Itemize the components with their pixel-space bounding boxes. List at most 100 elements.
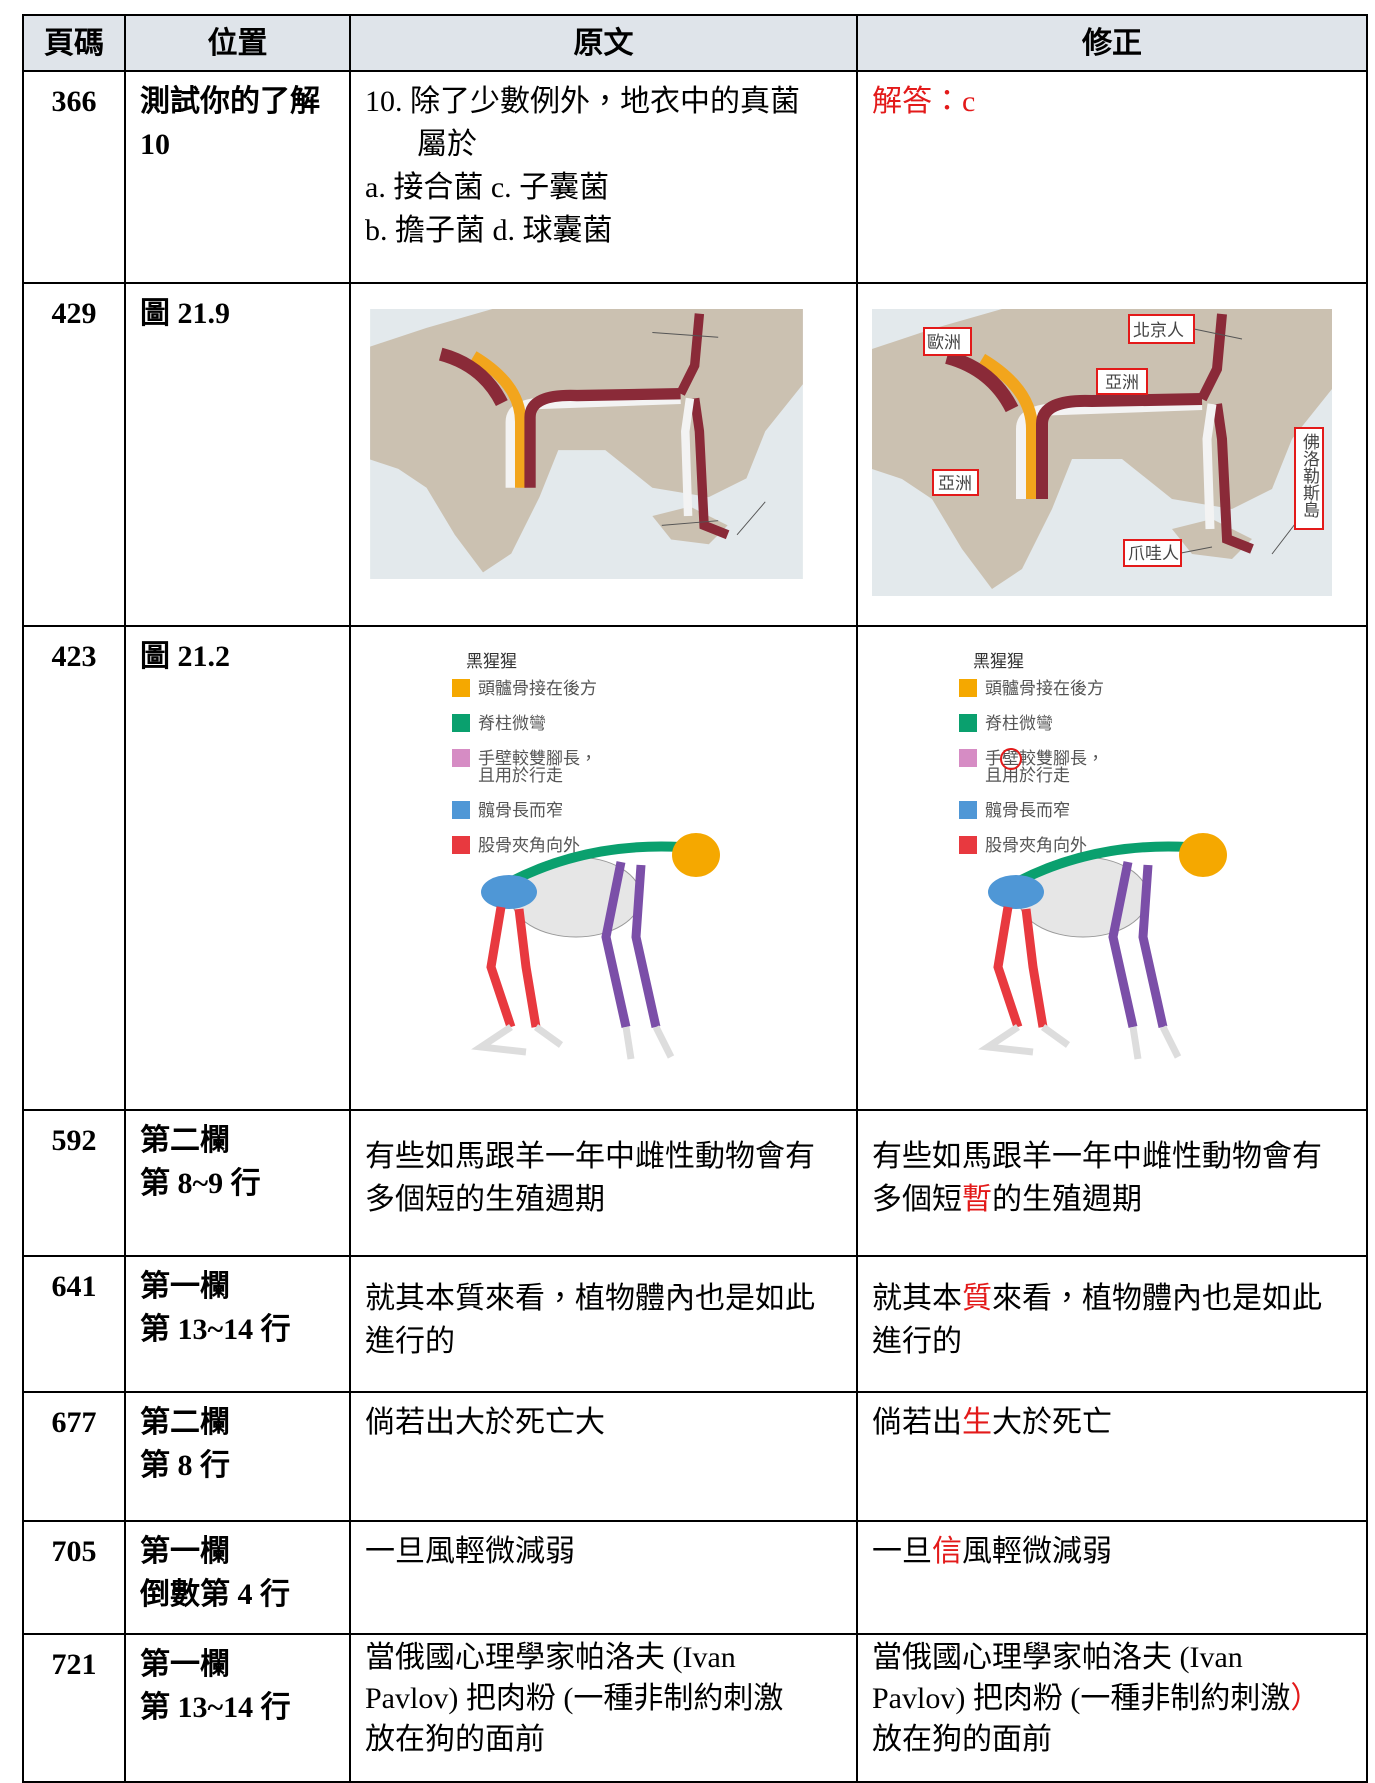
correction: 倘若出生大於死亡 [856, 1391, 1368, 1522]
text: 倘若出大於死亡大 [365, 1406, 605, 1439]
location: 第二欄第 8~9 行 [124, 1109, 351, 1257]
original: 就其本質來看，植物體內也是如此 進行的 [349, 1255, 858, 1393]
legend-swatch [452, 801, 470, 819]
page-number: 366 [22, 70, 126, 284]
legend-title: 黑猩猩 [466, 652, 517, 672]
text: 第 8 行 [140, 1449, 230, 1482]
map-label: 爪哇人 [1128, 544, 1179, 564]
text: 第二欄 [140, 1124, 230, 1157]
legend-label: 頭髗骨接在後方 [985, 679, 1104, 699]
skeleton [471, 833, 720, 1060]
text: 當俄國心理學家帕洛夫 (Ivan [872, 1641, 1243, 1674]
legend-label: 且用於行走 [985, 766, 1070, 786]
legend-label: 髖骨長而窄 [478, 801, 563, 821]
row: 429 圖 21.9 歐洲 北京人 亞洲 亞洲 佛洛勒斯島 爪哇人 [22, 282, 1368, 627]
text: a. 接合菌 c. 子囊菌 [365, 171, 610, 204]
text: 質 [962, 1282, 992, 1315]
location: 測試你的了解 10 [124, 70, 351, 284]
text: 就其本質來看，植物體內也是如此 [365, 1282, 815, 1315]
errata-table: 頁碼 位置 原文 修正 366 測試你的了解 10 10. 除了少數例外，地衣中的… [22, 14, 1368, 1783]
location: 圖 21.2 [124, 625, 351, 1111]
legend-label: 髖骨長而窄 [985, 801, 1070, 821]
legend-label: 頭髗骨接在後方 [478, 679, 597, 699]
correction-figure: 歐洲 北京人 亞洲 亞洲 佛洛勒斯島 爪哇人 [856, 282, 1368, 627]
original: 10. 除了少數例外，地衣中的真菌屬於 a. 接合菌 c. 子囊菌 b. 擔子菌 d… [349, 70, 858, 284]
legend-label: 股骨夾角向外 [985, 836, 1087, 856]
text: 第 13~14 行 [140, 1691, 291, 1724]
location: 第一欄第 13~14 行 [124, 1633, 351, 1783]
row: 705 第一欄倒數第 4 行 一旦風輕微減弱 一旦信風輕微減弱 [22, 1520, 1368, 1635]
header-cell: 修正 [856, 14, 1368, 72]
text: 風輕微減弱 [962, 1535, 1112, 1568]
legend-label: 手壁較雙腳長， [985, 749, 1104, 769]
text: 一旦風輕微減弱 [365, 1535, 575, 1568]
location: 第一欄第 13~14 行 [124, 1255, 351, 1393]
row: 366 測試你的了解 10 10. 除了少數例外，地衣中的真菌屬於 a. 接合菌 c… [22, 70, 1368, 284]
text: 第 13~14 行 [140, 1313, 291, 1346]
bone [672, 833, 720, 877]
correction: 有些如馬跟羊一年中雌性動物會有 多個短暫的生殖週期 [856, 1109, 1368, 1257]
row: 641 第一欄第 13~14 行 就其本質來看，植物體內也是如此 進行的 就其本質… [22, 1255, 1368, 1393]
map-label: 亞洲 [938, 474, 972, 494]
text: 第一欄 [140, 1535, 230, 1568]
text: 就其本 [872, 1282, 962, 1315]
row: 423 圖 21.2 黑猩猩 頭髗骨接在後方 脊柱微彎 手壁較雙腳長， 且用於行走 髖骨長… [22, 625, 1368, 1111]
legend-swatch [959, 801, 977, 819]
text: b. 擔子菌 d. 球囊菌 [365, 214, 613, 247]
text: ） [1290, 1682, 1321, 1715]
legend-label: 手壁較雙腳長， [478, 749, 597, 769]
line: 進行的 [872, 1320, 1352, 1363]
text: Pavlov) 把肉粉 (一種非制約刺激 [872, 1682, 1291, 1715]
bone [471, 1024, 675, 1060]
map [370, 309, 803, 579]
text: 第 8~9 行 [140, 1167, 261, 1200]
correction-figure: 黑猩猩 頭髗骨接在後方 脊柱微彎 手壁較雙腳長， 且用於行走 髖骨長而窄 股骨夾角向外 [856, 625, 1368, 1111]
text: 當俄國心理學家帕洛夫 (Ivan [365, 1641, 736, 1674]
row: 721 第一欄第 13~14 行 當俄國心理學家帕洛夫 (Ivan Pavlov)… [22, 1633, 1368, 1783]
skeleton [978, 833, 1227, 1060]
text: 10. 除了少數例外，地衣中的真菌 [365, 85, 800, 118]
line: 就其本質來看，植物體內也是如此 [872, 1277, 1352, 1320]
page-number: 705 [22, 1520, 126, 1635]
original: 倘若出大於死亡大 [349, 1391, 858, 1522]
annotation-circle [1000, 748, 1022, 770]
header-cell: 位置 [124, 14, 351, 72]
page-number: 592 [22, 1109, 126, 1257]
line: 一旦信風輕微減弱 [872, 1530, 1352, 1573]
legend-swatch [959, 836, 977, 854]
original: 有些如馬跟羊一年中雌性動物會有 多個短的生殖週期 [349, 1109, 858, 1257]
legend-swatch [452, 836, 470, 854]
line: 有些如馬跟羊一年中雌性動物會有 [872, 1135, 1352, 1178]
line: 當俄國心理學家帕洛夫 (Ivan [872, 1637, 1352, 1678]
legend-title: 黑猩猩 [973, 652, 1024, 672]
bone [1179, 833, 1227, 877]
correction: 就其本質來看，植物體內也是如此 進行的 [856, 1255, 1368, 1393]
text: 圖 21.9 [140, 297, 230, 330]
original-figure: 黑猩猩 頭髗骨接在後方 脊柱微彎 手壁較雙腳長， 且用於行走 髖骨長而窄 股骨夾角向外 [349, 625, 858, 1111]
legend-swatch [452, 679, 470, 697]
line: 解答：c [872, 80, 1352, 123]
text: 10 [140, 128, 170, 161]
page-number: 721 [22, 1633, 126, 1783]
header-cell: 原文 [349, 14, 858, 72]
text: 多個短的生殖週期 [365, 1183, 605, 1216]
bone [1108, 861, 1168, 1028]
map-label: 歐洲 [927, 333, 961, 353]
location: 第一欄倒數第 4 行 [124, 1520, 351, 1635]
text: 第二欄 [140, 1406, 230, 1439]
bone [978, 1024, 1182, 1060]
legend-label: 股骨夾角向外 [478, 836, 580, 856]
text: 解答：c [872, 85, 976, 118]
row: 592 第二欄第 8~9 行 有些如馬跟羊一年中雌性動物會有 多個短的生殖週期 有… [22, 1109, 1368, 1257]
text: 倒數第 4 行 [140, 1578, 290, 1611]
page-number: 677 [22, 1391, 126, 1522]
header-cell: 頁碼 [22, 14, 126, 72]
text: 倘若出 [872, 1406, 962, 1439]
text: 暫 [962, 1183, 992, 1216]
text: 屬於 [417, 128, 477, 161]
text: 來看，植物體內也是如此 [992, 1282, 1322, 1315]
text: 信 [932, 1535, 962, 1568]
text: 的生殖週期 [992, 1183, 1142, 1216]
